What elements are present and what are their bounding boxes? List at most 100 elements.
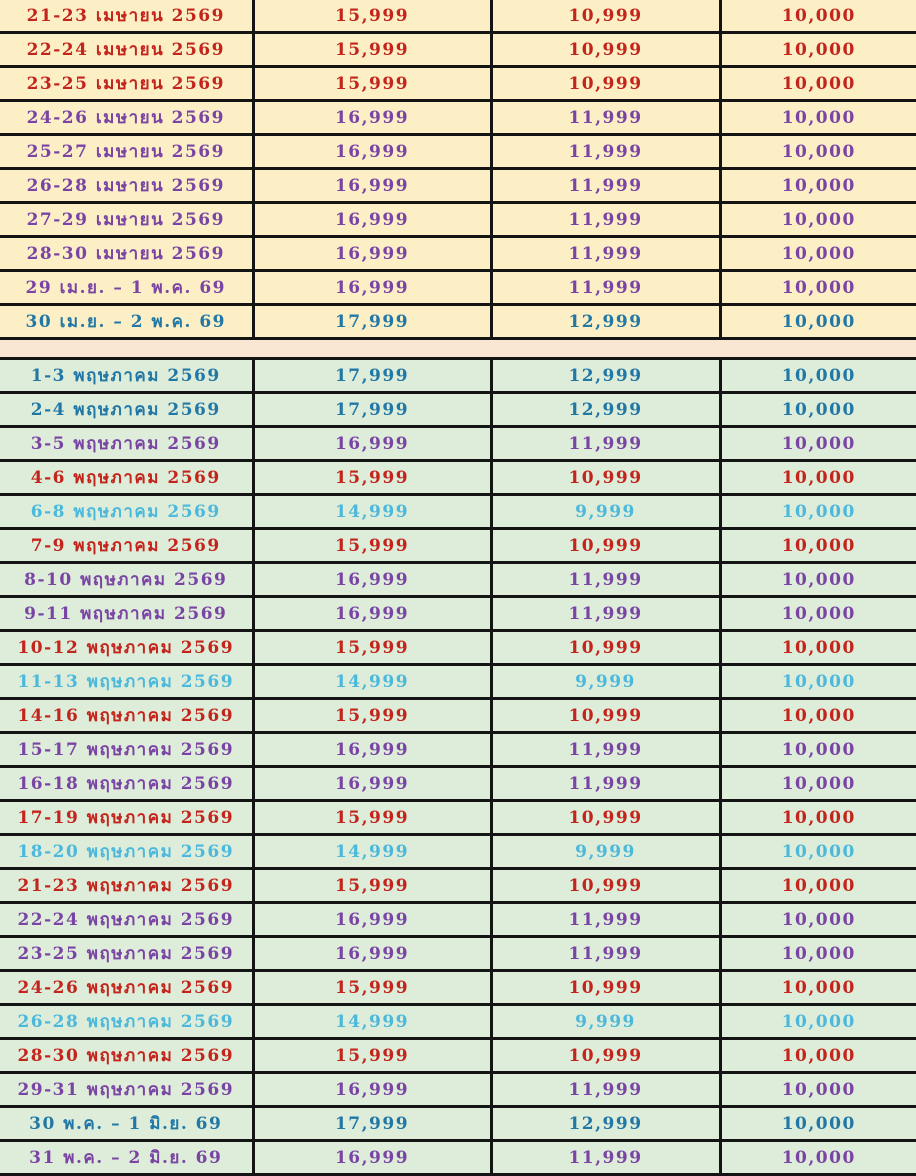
date-cell: 2-4 พฤษภาคม 2569 bbox=[0, 392, 255, 428]
price3-cell: 10,000 bbox=[720, 800, 916, 836]
table-row: 14-16 พฤษภาคม 2569 15,999 10,999 10,000 bbox=[0, 698, 916, 734]
table-row: 18-20 พฤษภาคม 2569 14,999 9,999 10,000 bbox=[0, 834, 916, 870]
date-cell: 3-5 พฤษภาคม 2569 bbox=[0, 426, 255, 462]
price1-cell: 17,999 bbox=[253, 1106, 493, 1142]
table-row: 23-25 พฤษภาคม 2569 16,999 11,999 10,000 bbox=[0, 936, 916, 972]
price3-cell: 10,000 bbox=[720, 134, 916, 170]
price2-cell: 11,999 bbox=[491, 168, 722, 204]
price2-cell: 10,999 bbox=[491, 66, 722, 102]
price1-cell: 15,999 bbox=[253, 1038, 493, 1074]
price3-cell: 10,000 bbox=[720, 100, 916, 136]
price1-cell: 14,999 bbox=[253, 664, 493, 700]
price2-cell: 11,999 bbox=[491, 1072, 722, 1108]
price3-cell: 10,000 bbox=[720, 902, 916, 938]
price1-cell: 14,999 bbox=[253, 834, 493, 870]
table-row: 11-13 พฤษภาคม 2569 14,999 9,999 10,000 bbox=[0, 664, 916, 700]
price1-cell: 16,999 bbox=[253, 562, 493, 598]
price3-cell: 10,000 bbox=[720, 528, 916, 564]
date-cell: 25-27 เมษายน 2569 bbox=[0, 134, 255, 170]
price1-cell: 17,999 bbox=[253, 392, 493, 428]
price1-cell: 16,999 bbox=[253, 134, 493, 170]
price2-cell: 11,999 bbox=[491, 732, 722, 768]
date-cell: 28-30 เมษายน 2569 bbox=[0, 236, 255, 272]
price1-cell: 16,999 bbox=[253, 236, 493, 272]
date-cell: 29-31 พฤษภาคม 2569 bbox=[0, 1072, 255, 1108]
date-cell: 11-13 พฤษภาคม 2569 bbox=[0, 664, 255, 700]
price2-cell: 11,999 bbox=[491, 902, 722, 938]
price2-cell: 11,999 bbox=[491, 426, 722, 462]
price2-cell: 10,999 bbox=[491, 868, 722, 904]
price2-cell: 11,999 bbox=[491, 936, 722, 972]
price1-cell: 16,999 bbox=[253, 902, 493, 938]
table-row: 27-29 เมษายน 2569 16,999 11,999 10,000 bbox=[0, 202, 916, 238]
price2-cell: 9,999 bbox=[491, 834, 722, 870]
price3-cell: 10,000 bbox=[720, 168, 916, 204]
price3-cell: 10,000 bbox=[720, 1072, 916, 1108]
price3-cell: 10,000 bbox=[720, 766, 916, 802]
price3-cell: 10,000 bbox=[720, 868, 916, 904]
price3-cell: 10,000 bbox=[720, 936, 916, 972]
table-row: 8-10 พฤษภาคม 2569 16,999 11,999 10,000 bbox=[0, 562, 916, 598]
price1-cell: 16,999 bbox=[253, 766, 493, 802]
table-row: 1-3 พฤษภาคม 2569 17,999 12,999 10,000 bbox=[0, 358, 916, 394]
date-cell: 23-25 เมษายน 2569 bbox=[0, 66, 255, 102]
price3-cell: 10,000 bbox=[720, 236, 916, 272]
price2-cell: 12,999 bbox=[491, 304, 722, 340]
table-row: 26-28 เมษายน 2569 16,999 11,999 10,000 bbox=[0, 168, 916, 204]
price1-cell: 17,999 bbox=[253, 358, 493, 394]
price1-cell: 16,999 bbox=[253, 270, 493, 306]
price3-cell: 10,000 bbox=[720, 32, 916, 68]
section-separator-row bbox=[0, 338, 916, 360]
table-row: 17-19 พฤษภาคม 2569 15,999 10,999 10,000 bbox=[0, 800, 916, 836]
table-row: 10-12 พฤษภาคม 2569 15,999 10,999 10,000 bbox=[0, 630, 916, 666]
table-row: 30 เม.ย. – 2 พ.ค. 69 17,999 12,999 10,000 bbox=[0, 304, 916, 340]
price2-cell: 11,999 bbox=[491, 1140, 722, 1176]
table-row: 28-30 เมษายน 2569 16,999 11,999 10,000 bbox=[0, 236, 916, 272]
table-row: 3-5 พฤษภาคม 2569 16,999 11,999 10,000 bbox=[0, 426, 916, 462]
table-row: 22-24 เมษายน 2569 15,999 10,999 10,000 bbox=[0, 32, 916, 68]
date-cell: 26-28 เมษายน 2569 bbox=[0, 168, 255, 204]
table-row: 31 พ.ค. – 2 มิ.ย. 69 16,999 11,999 10,000 bbox=[0, 1140, 916, 1176]
date-cell: 6-8 พฤษภาคม 2569 bbox=[0, 494, 255, 530]
price2-cell: 10,999 bbox=[491, 0, 722, 34]
date-cell: 29 เม.ย. – 1 พ.ค. 69 bbox=[0, 270, 255, 306]
date-cell: 23-25 พฤษภาคม 2569 bbox=[0, 936, 255, 972]
price2-cell: 9,999 bbox=[491, 664, 722, 700]
price3-cell: 10,000 bbox=[720, 834, 916, 870]
price1-cell: 16,999 bbox=[253, 426, 493, 462]
price1-cell: 15,999 bbox=[253, 630, 493, 666]
price3-cell: 10,000 bbox=[720, 562, 916, 598]
table-row: 25-27 เมษายน 2569 16,999 11,999 10,000 bbox=[0, 134, 916, 170]
price1-cell: 15,999 bbox=[253, 528, 493, 564]
price1-cell: 17,999 bbox=[253, 304, 493, 340]
table-row: 22-24 พฤษภาคม 2569 16,999 11,999 10,000 bbox=[0, 902, 916, 938]
price2-cell: 10,999 bbox=[491, 528, 722, 564]
date-cell: 17-19 พฤษภาคม 2569 bbox=[0, 800, 255, 836]
price2-cell: 12,999 bbox=[491, 392, 722, 428]
price3-cell: 10,000 bbox=[720, 1038, 916, 1074]
price3-cell: 10,000 bbox=[720, 426, 916, 462]
date-cell: 18-20 พฤษภาคม 2569 bbox=[0, 834, 255, 870]
price3-cell: 10,000 bbox=[720, 358, 916, 394]
table-row: 6-8 พฤษภาคม 2569 14,999 9,999 10,000 bbox=[0, 494, 916, 530]
date-cell: 24-26 เมษายน 2569 bbox=[0, 100, 255, 136]
price1-cell: 16,999 bbox=[253, 168, 493, 204]
price3-cell: 10,000 bbox=[720, 698, 916, 734]
price1-cell: 16,999 bbox=[253, 936, 493, 972]
table-row: 30 พ.ค. – 1 มิ.ย. 69 17,999 12,999 10,000 bbox=[0, 1106, 916, 1142]
price2-cell: 11,999 bbox=[491, 562, 722, 598]
date-cell: 30 พ.ค. – 1 มิ.ย. 69 bbox=[0, 1106, 255, 1142]
price1-cell: 15,999 bbox=[253, 970, 493, 1006]
date-cell: 28-30 พฤษภาคม 2569 bbox=[0, 1038, 255, 1074]
table-row: 21-23 เมษายน 2569 15,999 10,999 10,000 bbox=[0, 0, 916, 34]
section-gap bbox=[0, 338, 916, 360]
section-april-2569: 21-23 เมษายน 2569 15,999 10,999 10,000 22-24… bbox=[0, 0, 916, 340]
price2-cell: 11,999 bbox=[491, 766, 722, 802]
date-cell: 9-11 พฤษภาคม 2569 bbox=[0, 596, 255, 632]
price1-cell: 15,999 bbox=[253, 698, 493, 734]
date-cell: 14-16 พฤษภาคม 2569 bbox=[0, 698, 255, 734]
date-cell: 21-23 เมษายน 2569 bbox=[0, 0, 255, 34]
date-cell: 31 พ.ค. – 2 มิ.ย. 69 bbox=[0, 1140, 255, 1176]
price2-cell: 10,999 bbox=[491, 1038, 722, 1074]
